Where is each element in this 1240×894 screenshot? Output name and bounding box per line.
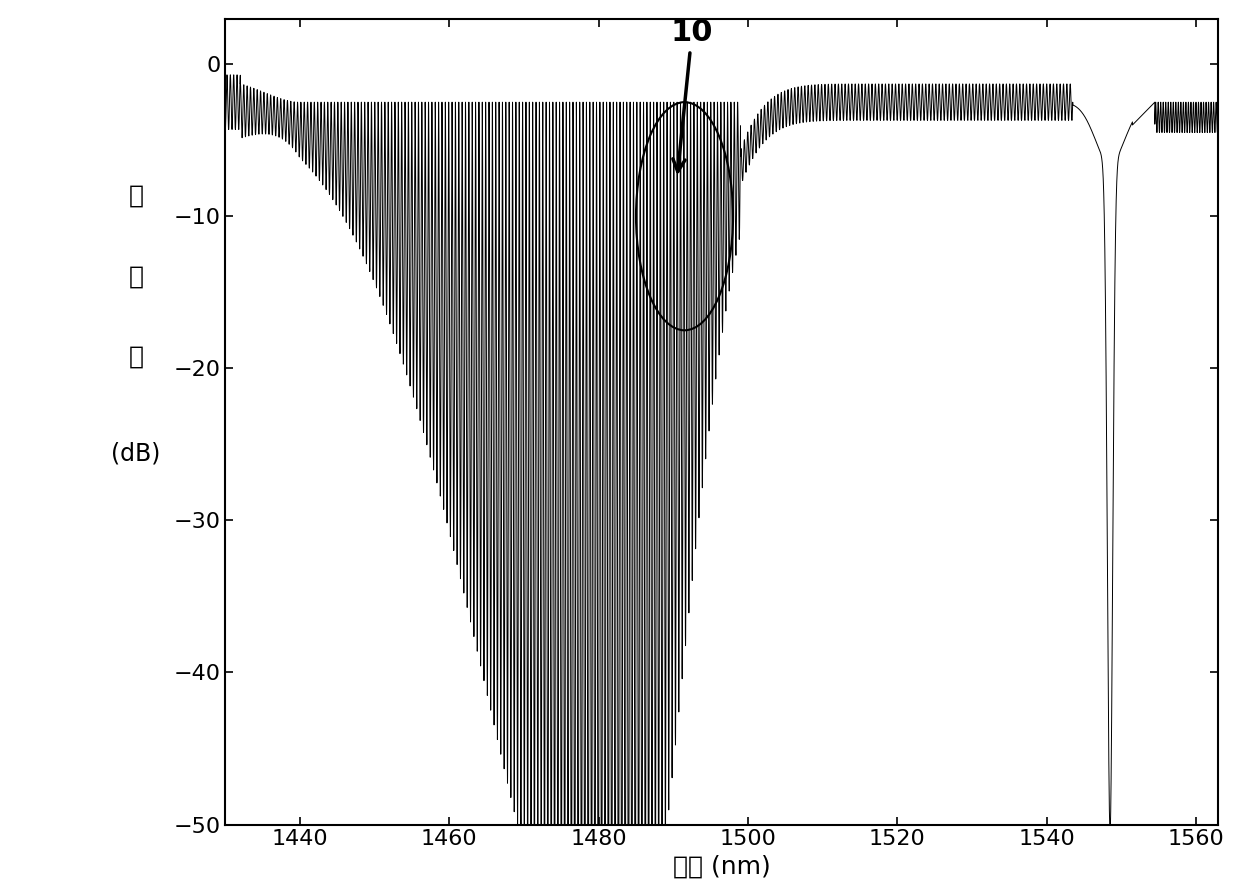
X-axis label: 波长 (nm): 波长 (nm) <box>673 855 771 879</box>
Text: (dB): (dB) <box>112 442 161 466</box>
Text: 10: 10 <box>671 19 713 172</box>
Text: 透: 透 <box>129 184 144 207</box>
Text: 射: 射 <box>129 265 144 289</box>
Text: 谱: 谱 <box>129 345 144 369</box>
